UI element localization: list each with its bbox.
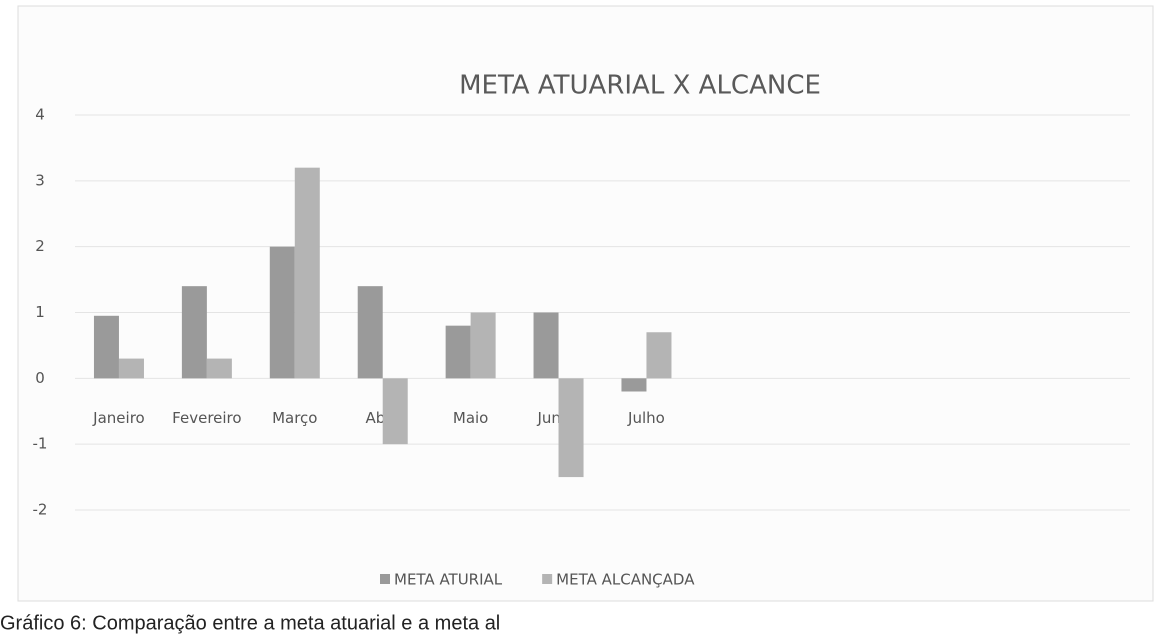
y-tick-label: 0 [35, 369, 45, 387]
bar [93, 315, 119, 379]
bar [206, 358, 232, 379]
chart-frame [17, 5, 1154, 602]
bar [269, 246, 295, 379]
bar [646, 332, 672, 379]
bar [382, 378, 408, 445]
bar [470, 312, 496, 379]
y-tick-label: -1 [33, 435, 48, 453]
legend-swatch [542, 574, 553, 584]
y-tick-label: 1 [35, 303, 45, 321]
bar [118, 358, 144, 379]
x-tick-label: Março [272, 409, 317, 427]
y-tick-label: 3 [35, 171, 45, 189]
legend-label: META ATURIAL [394, 571, 503, 589]
bar [181, 286, 207, 379]
x-tick-label: Maio [453, 409, 488, 427]
legend-label: META ALCANÇADA [556, 571, 695, 589]
bar [294, 167, 320, 379]
caption: Gráfico 6: Comparação entre a meta atuar… [0, 612, 500, 634]
chart-title: META ATUARIAL X ALCANCE [459, 71, 821, 101]
y-tick-label: 4 [35, 106, 45, 124]
bar [621, 378, 647, 392]
bar [533, 312, 559, 379]
x-tick-label: Janeiro [92, 409, 145, 427]
legend-swatch [380, 574, 390, 584]
bar [357, 286, 383, 379]
y-tick-label: 2 [35, 237, 45, 255]
bar [558, 378, 584, 478]
y-tick-label: -2 [33, 501, 48, 519]
x-tick-label: Julho [627, 409, 665, 427]
bar [445, 325, 471, 379]
x-tick-label: Fevereiro [172, 409, 241, 427]
